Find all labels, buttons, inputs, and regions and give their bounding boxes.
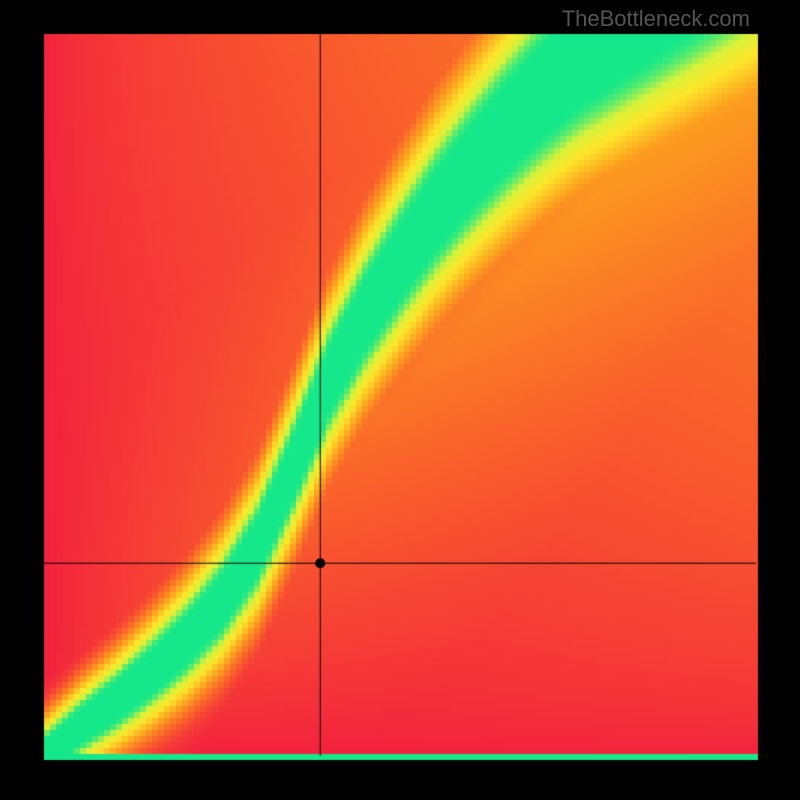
watermark-text: TheBottleneck.com: [562, 6, 750, 32]
chart-container: TheBottleneck.com: [0, 0, 800, 800]
heatmap-canvas: [0, 0, 800, 800]
